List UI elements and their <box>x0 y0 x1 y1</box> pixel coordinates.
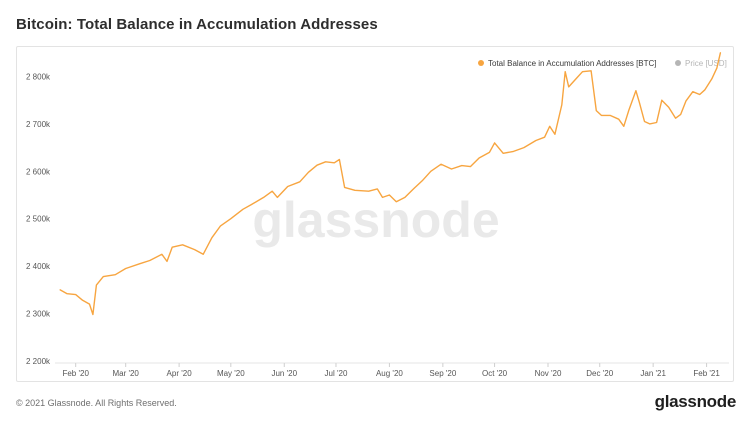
x-tick-label: Apr '20 <box>167 369 193 378</box>
x-tick-label: Aug '20 <box>376 369 403 378</box>
y-tick-label: 2 600k <box>26 167 51 176</box>
plot-area <box>59 52 722 316</box>
chart-container: glassnode Total Balance in Accumulation … <box>16 46 734 382</box>
legend-label-balance: Total Balance in Accumulation Addresses … <box>488 59 657 68</box>
x-tick-label: Sep '20 <box>429 369 456 378</box>
x-tick-label: Nov '20 <box>535 369 562 378</box>
legend: Total Balance in Accumulation Addresses … <box>478 59 727 68</box>
x-tick-label: Feb '21 <box>693 369 720 378</box>
x-tick-label: Jul '20 <box>325 369 348 378</box>
legend-dot-balance-icon <box>478 60 484 66</box>
line-chart: glassnode Total Balance in Accumulation … <box>26 52 729 378</box>
x-tick-label: Dec '20 <box>586 369 613 378</box>
watermark-logo: glassnode <box>252 192 499 248</box>
x-tick-label: May '20 <box>217 369 245 378</box>
x-tick-label: Jun '20 <box>271 369 297 378</box>
y-tick-label: 2 300k <box>26 310 51 319</box>
x-tick-label: Mar '20 <box>112 369 139 378</box>
x-tick-label: Feb '20 <box>62 369 89 378</box>
x-tick-label: Jan '21 <box>640 369 666 378</box>
x-axis: Feb '20 Mar '20 Apr '20 May '20 Jun '20 Jul '… <box>55 362 729 378</box>
y-tick-label: 2 800k <box>26 72 51 81</box>
series-line-balance[interactable] <box>59 52 722 316</box>
y-tick-label: 2 400k <box>26 262 51 271</box>
y-axis: 2 200k 2 300k 2 400k 2 500k 2 600k 2 700k 2 80… <box>26 72 51 366</box>
y-tick-label: 2 500k <box>26 215 51 224</box>
copyright-text: © 2021 Glassnode. All Rights Reserved. <box>16 398 177 408</box>
legend-item-price[interactable]: Price [USD] <box>675 59 727 68</box>
legend-dot-price-icon <box>675 60 681 66</box>
chart-title: Bitcoin: Total Balance in Accumulation A… <box>16 16 378 33</box>
legend-label-price: Price [USD] <box>685 59 727 68</box>
y-tick-label: 2 700k <box>26 120 51 129</box>
glassnode-logo[interactable]: glassnode <box>654 392 737 411</box>
y-tick-label: 2 200k <box>26 357 51 366</box>
x-tick-label: Oct '20 <box>482 369 508 378</box>
legend-item-balance[interactable]: Total Balance in Accumulation Addresses … <box>478 59 657 68</box>
